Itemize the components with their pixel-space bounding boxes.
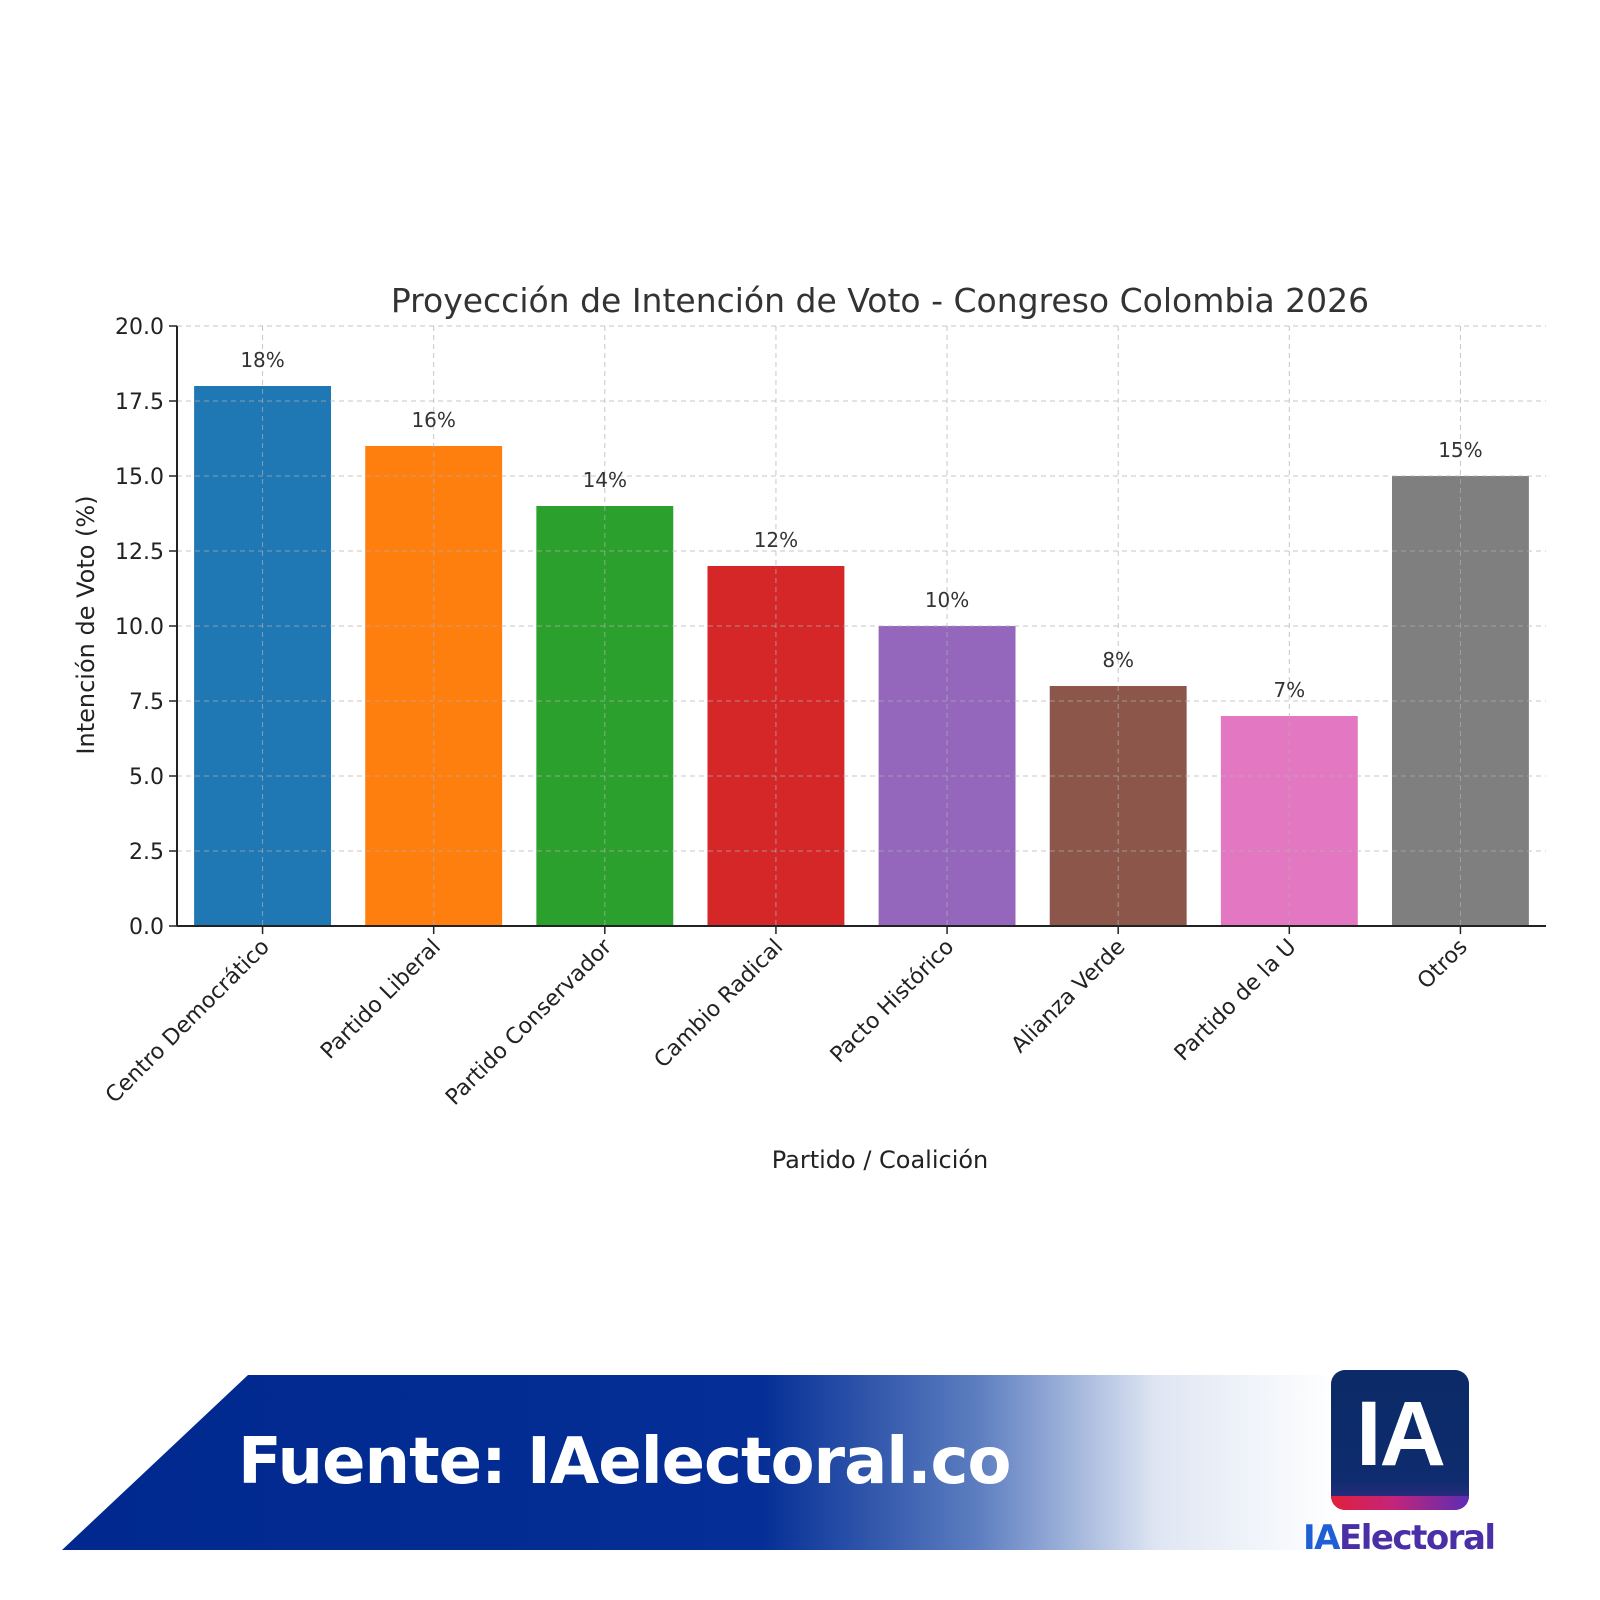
logo-wordmark-ia: IA: [1303, 1518, 1340, 1558]
bar-value-label: 10%: [925, 588, 969, 612]
bar-1: [194, 386, 332, 926]
bar-value-label: 15%: [1438, 438, 1482, 462]
x-axis-label: Partido / Coalición: [772, 1146, 989, 1174]
ia-logo: IA: [1331, 1370, 1469, 1510]
x-tick-label: Cambio Radical: [650, 935, 788, 1073]
y-tick-label: 5.0: [129, 765, 164, 790]
bar-value-label: 14%: [583, 468, 627, 492]
bars: [194, 386, 1529, 926]
logo-mark: IA: [1356, 1383, 1446, 1485]
x-tick-labels: Centro Democrático Partido LiberalPartido…: [101, 926, 1473, 1110]
bar-value-label: 12%: [754, 528, 798, 552]
bar-value-label: 18%: [240, 348, 284, 372]
x-tick-label: Partido Liberal: [316, 935, 446, 1065]
y-tick-label: 0.0: [129, 915, 164, 940]
source-banner: [0, 1375, 1600, 1555]
x-tick-label: Partido Conservador: [441, 934, 618, 1111]
x-tick-label: Partido de la U: [1170, 935, 1302, 1067]
source-text: Fuente: IAelectoral.co: [238, 1425, 1011, 1499]
bar-4: [707, 566, 845, 926]
y-tick-label: 2.5: [129, 840, 164, 865]
logo-wordmark: IAElectoral: [1303, 1518, 1503, 1558]
x-tick-label: Centro Democrático: [101, 935, 275, 1109]
y-tick-label: 15.0: [115, 465, 164, 490]
y-tick-labels: 0.0 2.5 5.0 7.5 10.0 12.5 15.0 17.5 20.0: [115, 315, 177, 940]
y-tick-label: 10.0: [115, 615, 164, 640]
x-tick-label: Pacto Histórico: [826, 935, 960, 1069]
y-tick-label: 20.0: [115, 315, 164, 340]
y-axis-label: Intención de Voto (%): [72, 495, 100, 754]
bar-value-label: 7%: [1273, 678, 1305, 702]
y-tick-label: 12.5: [115, 540, 164, 565]
bar-value-label: 8%: [1102, 648, 1134, 672]
logo-wordmark-electoral: Electoral: [1338, 1518, 1496, 1558]
bar-value-label: 16%: [411, 408, 455, 432]
x-tick-label: Otros: [1413, 935, 1473, 995]
y-tick-label: 17.5: [115, 390, 164, 415]
chart-title: Proyección de Intención de Voto - Congre…: [391, 281, 1369, 320]
logo-stripe: [1331, 1496, 1469, 1510]
y-tick-label: 7.5: [129, 690, 164, 715]
bar-value-labels: 18% 16% 14% 12% 10% 8% 7% 15%: [240, 348, 1482, 702]
x-tick-label: Alianza Verde: [1007, 935, 1131, 1059]
bar-chart: Proyección de Intención de Voto - Congre…: [72, 281, 1546, 1174]
